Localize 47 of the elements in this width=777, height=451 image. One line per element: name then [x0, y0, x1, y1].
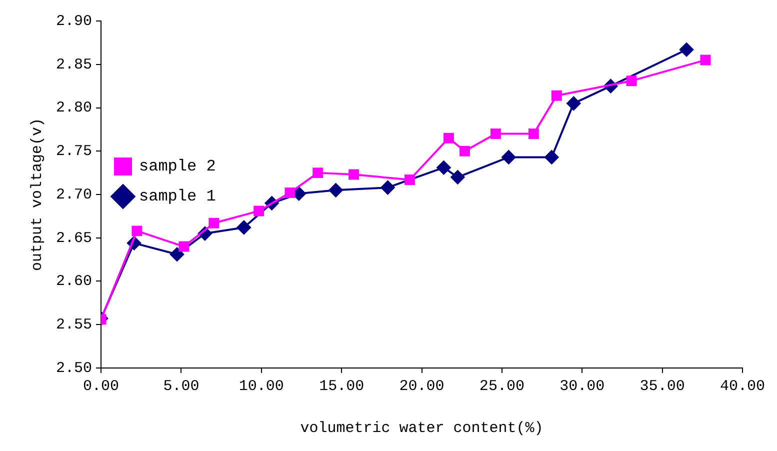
point — [450, 170, 465, 184]
x-axis-title: volumetric water content(%) — [300, 420, 544, 437]
legend-label: sample 2 — [139, 158, 216, 176]
point — [380, 180, 395, 195]
point — [459, 146, 470, 156]
y-tick-label: 2.65 — [56, 230, 92, 247]
point — [551, 90, 562, 101]
point — [170, 247, 184, 262]
y-tick-label: 2.75 — [56, 143, 92, 160]
y-axis-title: output voltage(v) — [28, 118, 46, 272]
point — [502, 150, 516, 164]
point — [328, 183, 343, 198]
y-tick-label: 2.55 — [56, 316, 92, 334]
x-tick-label: 40.00 — [720, 378, 766, 395]
x-tick-label: 15.00 — [319, 378, 364, 395]
y-tick-label: 2.80 — [56, 100, 92, 117]
legend-label: sample 1 — [139, 188, 216, 206]
point — [236, 220, 251, 234]
point — [436, 160, 451, 175]
point — [443, 132, 454, 144]
point — [700, 54, 711, 66]
point — [208, 218, 220, 228]
point — [490, 128, 501, 140]
y-tick-label: 2.60 — [56, 273, 92, 290]
x-tick-label: 20.00 — [399, 378, 444, 395]
x-tick-label: 0.00 — [83, 378, 120, 395]
x-tick-label: 30.00 — [560, 378, 605, 395]
y-tick-label: 2.50 — [56, 360, 92, 377]
point — [254, 206, 264, 216]
point — [312, 168, 324, 178]
y-tick-label: 2.90 — [56, 12, 92, 30]
y-tick-label: 2.85 — [56, 56, 92, 74]
point — [528, 128, 539, 140]
point — [284, 188, 296, 198]
point — [566, 96, 581, 110]
x-tick-label: 5.00 — [163, 378, 200, 395]
point — [132, 226, 142, 236]
point — [348, 169, 359, 180]
point — [544, 150, 559, 164]
point — [178, 241, 190, 252]
point — [626, 76, 637, 86]
y-tick-label: 2.70 — [56, 186, 92, 204]
point — [404, 174, 415, 185]
x-tick-label: 25.00 — [479, 378, 524, 395]
x-tick-label: 10.00 — [238, 378, 284, 395]
x-tick-label: 35.00 — [640, 378, 685, 395]
point — [680, 42, 694, 57]
